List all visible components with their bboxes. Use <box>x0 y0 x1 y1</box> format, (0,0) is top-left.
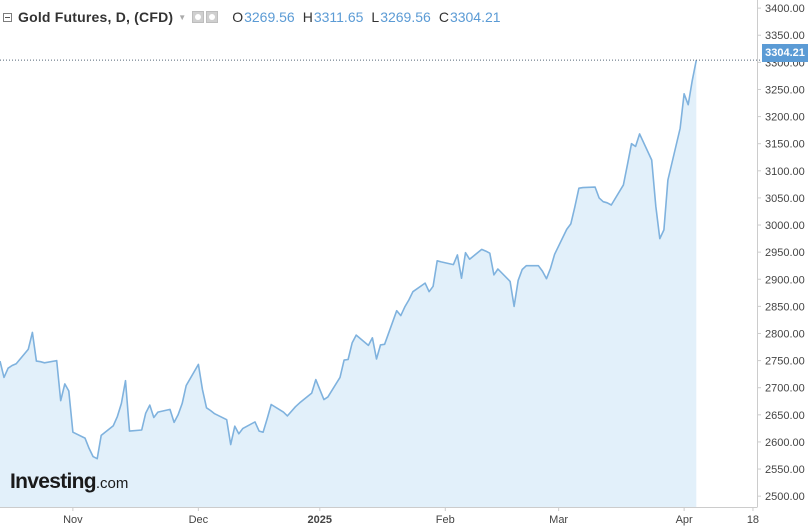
low-label: L <box>371 9 380 25</box>
y-tick-label: 2900.00 <box>765 274 805 286</box>
y-tick-label: 3250.00 <box>765 84 805 96</box>
x-tick-label: Apr <box>676 514 693 526</box>
y-tick-label: 2550.00 <box>765 464 805 476</box>
y-tick-label: 3150.00 <box>765 139 805 151</box>
y-tick-label: 3200.00 <box>765 112 805 124</box>
y-tick-label: 3100.00 <box>765 166 805 178</box>
investing-logo: Investing.com <box>10 470 128 494</box>
y-tick-label: 3000.00 <box>765 220 805 232</box>
close-label: C <box>438 9 449 25</box>
high-label: H <box>302 9 313 25</box>
collapse-icon[interactable] <box>3 12 12 22</box>
y-tick-label: 2850.00 <box>765 301 805 313</box>
low-value: 3269.56 <box>380 9 431 25</box>
open-value: 3269.56 <box>244 9 295 25</box>
logo-suffix: .com <box>95 475 129 492</box>
logo-text: Investing <box>10 470 97 493</box>
x-tick-label: Nov <box>63 514 83 526</box>
y-tick-label: 3350.00 <box>765 30 805 42</box>
chart-legend: Gold Futures, D, (CFD) ▼ O 3269.56 H 3311.… <box>3 8 501 26</box>
close-value: 3304.21 <box>449 9 501 25</box>
y-tick-label: 2650.00 <box>765 410 805 422</box>
y-tick-label: 2750.00 <box>765 356 805 368</box>
instrument-title: Gold Futures, D, (CFD) <box>18 9 174 25</box>
eye-icon[interactable] <box>192 11 205 23</box>
x-tick-label: 18 <box>747 514 759 526</box>
y-tick-label: 2500.00 <box>765 491 805 503</box>
open-label: O <box>232 9 244 25</box>
y-tick-label: 3050.00 <box>765 193 805 205</box>
x-tick-label: Dec <box>189 514 209 526</box>
chevron-down-icon[interactable]: ▼ <box>178 12 187 22</box>
x-tick-label: 2025 <box>308 514 332 526</box>
series-line <box>0 59 698 460</box>
y-tick-label: 2700.00 <box>765 383 805 395</box>
high-value: 3311.65 <box>313 9 364 25</box>
last-price-badge: 3304.21 <box>762 44 808 62</box>
y-tick-label: 2600.00 <box>765 437 805 449</box>
settings-icon[interactable] <box>206 11 219 23</box>
x-tick-label: Feb <box>436 514 455 526</box>
y-tick-label: 3400.00 <box>765 3 805 15</box>
y-tick-label: 2950.00 <box>765 247 805 259</box>
x-tick-label: Mar <box>549 514 568 526</box>
series-area <box>0 60 697 507</box>
y-tick-label: 2800.00 <box>765 328 805 340</box>
